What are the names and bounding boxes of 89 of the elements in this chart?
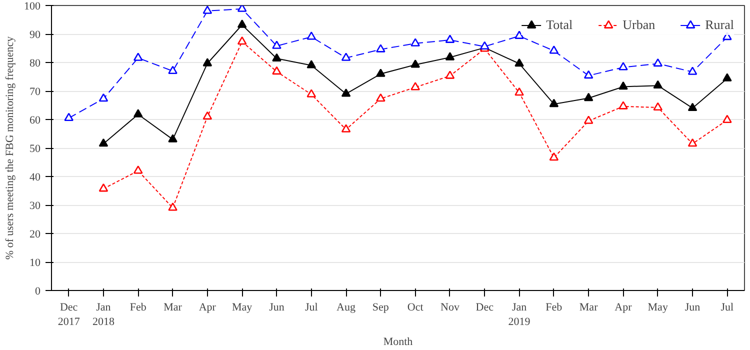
point bbox=[133, 52, 143, 61]
y-tick-label: 20 bbox=[30, 228, 41, 240]
y-tick-label: 60 bbox=[30, 114, 41, 126]
legend-label: Total bbox=[546, 17, 573, 33]
x-tick-label: May bbox=[648, 302, 668, 314]
x-tick-label: Jan 2019 bbox=[508, 302, 531, 328]
point bbox=[64, 112, 74, 122]
point bbox=[98, 183, 108, 192]
point bbox=[133, 166, 143, 174]
point bbox=[410, 38, 420, 46]
point bbox=[341, 88, 351, 97]
point bbox=[514, 58, 524, 67]
point bbox=[653, 102, 663, 110]
point bbox=[722, 114, 732, 124]
point bbox=[584, 116, 594, 124]
point bbox=[133, 109, 143, 118]
point bbox=[202, 58, 212, 66]
x-tick-label: Nov bbox=[440, 302, 460, 314]
point bbox=[653, 80, 663, 89]
x-tick-label: Aug bbox=[336, 302, 356, 314]
x-tick-label: Apr bbox=[198, 302, 216, 314]
point bbox=[168, 66, 178, 74]
point bbox=[306, 89, 316, 98]
x-tick-label: Sep bbox=[372, 302, 390, 314]
x-tick-label: Mar bbox=[579, 302, 598, 314]
point bbox=[341, 124, 351, 132]
y-tick-label: 80 bbox=[30, 58, 41, 70]
x-tick-label: Jan 2018 bbox=[92, 302, 115, 328]
point bbox=[722, 73, 732, 82]
point bbox=[410, 82, 420, 90]
point bbox=[272, 53, 282, 62]
y-tick-label: 40 bbox=[30, 172, 41, 184]
y-tick-label: 100 bbox=[24, 0, 41, 12]
point bbox=[549, 98, 559, 108]
x-tick-label: Feb bbox=[130, 302, 147, 314]
y-tick-label: 10 bbox=[30, 257, 41, 269]
point bbox=[98, 93, 108, 102]
point bbox=[445, 34, 455, 43]
point bbox=[272, 40, 282, 49]
point bbox=[618, 81, 628, 90]
point bbox=[584, 92, 594, 102]
point bbox=[202, 111, 212, 120]
y-tick-label: 90 bbox=[30, 29, 41, 41]
point bbox=[410, 60, 420, 68]
point bbox=[237, 36, 247, 45]
point bbox=[306, 32, 316, 40]
point bbox=[584, 70, 594, 79]
x-tick-label: Jun bbox=[684, 302, 701, 314]
point bbox=[376, 93, 386, 102]
point bbox=[98, 138, 108, 147]
x-tick-label: Apr bbox=[614, 302, 632, 314]
point bbox=[549, 46, 559, 54]
y-tick-label: 0 bbox=[35, 286, 41, 298]
y-tick-label: 30 bbox=[30, 200, 41, 212]
point bbox=[306, 60, 316, 68]
point bbox=[376, 68, 386, 77]
point bbox=[514, 87, 524, 96]
point bbox=[618, 101, 628, 110]
legend-label: Urban bbox=[622, 17, 656, 33]
point bbox=[618, 62, 628, 70]
x-tick-label: Feb bbox=[546, 302, 563, 314]
x-tick-label: May bbox=[232, 302, 253, 314]
y-axis-title: % of users meeting the FBG monitoring frequency bbox=[4, 36, 16, 260]
point bbox=[688, 102, 698, 112]
point bbox=[445, 70, 455, 79]
point bbox=[237, 20, 247, 28]
point bbox=[653, 58, 663, 67]
x-tick-label: Jun bbox=[269, 302, 285, 314]
x-tick-label: Dec bbox=[476, 302, 494, 314]
point bbox=[688, 66, 698, 75]
point bbox=[688, 138, 698, 147]
point bbox=[376, 44, 386, 52]
x-tick-label: Jul bbox=[720, 302, 734, 314]
point bbox=[549, 152, 559, 161]
legend-label: Rural bbox=[705, 17, 734, 33]
point bbox=[202, 6, 212, 14]
point bbox=[272, 66, 282, 75]
x-axis-title: Month bbox=[383, 336, 414, 348]
point bbox=[341, 52, 351, 61]
x-tick-label: Mar bbox=[164, 302, 182, 314]
y-tick-label: 70 bbox=[30, 86, 41, 98]
x-tick-label: Jul bbox=[304, 302, 318, 314]
x-tick-label: Dec 2017 bbox=[58, 302, 80, 328]
y-tick-label: 50 bbox=[30, 143, 41, 155]
x-tick-label: Oct bbox=[407, 302, 424, 314]
point bbox=[168, 134, 178, 142]
point bbox=[168, 202, 178, 211]
point bbox=[514, 30, 524, 39]
point bbox=[445, 52, 455, 60]
